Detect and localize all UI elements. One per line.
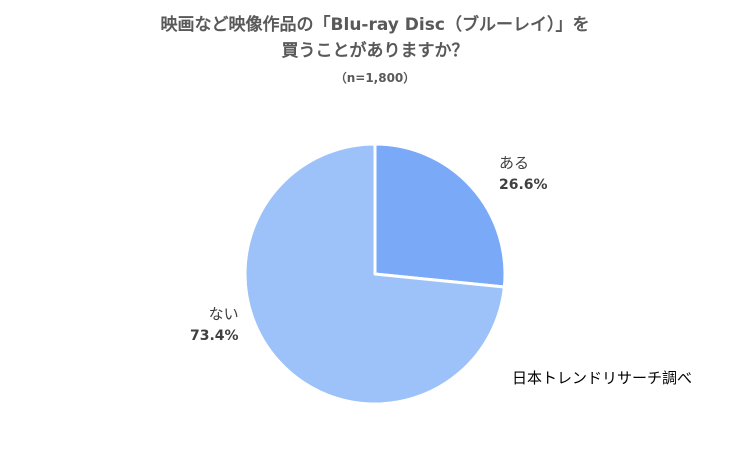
- pie-slice-nai: [243, 142, 506, 406]
- chart-title-line-2: 買うことがありますか？: [281, 41, 469, 61]
- slice-label-aru: ある 26.6%: [499, 152, 548, 196]
- chart-title-line-1: 映画など映像作品の「Blu-ray Disc（ブルーレイ）」を: [160, 15, 590, 35]
- slice-name-nai: ない: [208, 305, 239, 323]
- slice-label-nai: ない 73.4%: [190, 303, 239, 347]
- chart-title: 映画など映像作品の「Blu-ray Disc（ブルーレイ）」を 買うことがありま…: [0, 12, 750, 64]
- slice-name-aru: ある: [499, 154, 530, 172]
- slice-percent-aru: 26.6%: [499, 177, 548, 193]
- source-note: 日本トレンドリサーチ調べ: [512, 369, 693, 387]
- chart-subtitle: （n=1,800）: [334, 71, 416, 85]
- slice-percent-nai: 73.4%: [190, 328, 239, 344]
- pie-slice-aru: [373, 142, 507, 289]
